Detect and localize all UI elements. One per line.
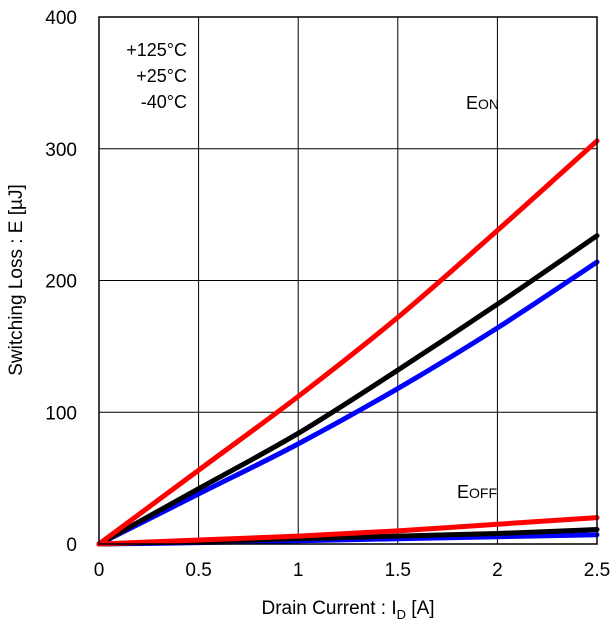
y-tick-label-2: 200 xyxy=(45,272,77,293)
x-axis-label-sub: D xyxy=(397,607,406,622)
x-tick-label-2: 1 xyxy=(293,560,304,581)
x-tick-label-3: 1.5 xyxy=(385,560,411,581)
x-axis-label-main: Drain Current : I xyxy=(261,598,396,619)
y-axis-label: Switching Loss : E [µJ] xyxy=(6,184,27,376)
series-group xyxy=(96,138,600,547)
legend-entry-25: +25°C xyxy=(136,66,187,86)
y-tick-label-4: 400 xyxy=(45,8,77,29)
y-tick-label-1: 100 xyxy=(45,403,77,424)
series-eon-p25c xyxy=(96,233,600,547)
annotation-eon-main: E xyxy=(466,93,478,113)
x-tick-label-1: 0.5 xyxy=(185,560,211,581)
y-tick-label-3: 300 xyxy=(45,140,77,161)
legend-entry-minus40: -40°C xyxy=(141,92,187,112)
x-tick-labels: 0 0.5 1 1.5 2 2.5 xyxy=(94,560,611,581)
series-eon-p125c xyxy=(96,138,600,547)
annotation-eoff-sub: OFF xyxy=(469,485,497,501)
y-tick-label-0: 0 xyxy=(66,535,77,556)
x-tick-label-5: 2.5 xyxy=(584,560,610,581)
x-tick-label-0: 0 xyxy=(94,560,105,581)
plot-frame xyxy=(98,16,598,545)
series-eoff-p125c xyxy=(96,515,600,547)
y-tick-labels: 0 100 200 300 400 xyxy=(45,8,77,556)
annotation-eon-sub: ON xyxy=(478,96,499,112)
x-axis-label-unit: [A] xyxy=(406,598,435,619)
x-tick-label-4: 2 xyxy=(492,560,503,581)
annotation-eoff-main: E xyxy=(457,482,469,502)
annotation-eoff: EOFF xyxy=(457,482,497,502)
legend-entry-125: +125°C xyxy=(126,40,187,60)
x-axis-label: Drain Current : ID [A] xyxy=(261,598,434,622)
legend: +125°C +25°C -40°C xyxy=(126,40,187,112)
annotation-eon: EON xyxy=(466,93,499,113)
grid xyxy=(99,17,597,544)
series-eon-m40c xyxy=(96,259,600,547)
